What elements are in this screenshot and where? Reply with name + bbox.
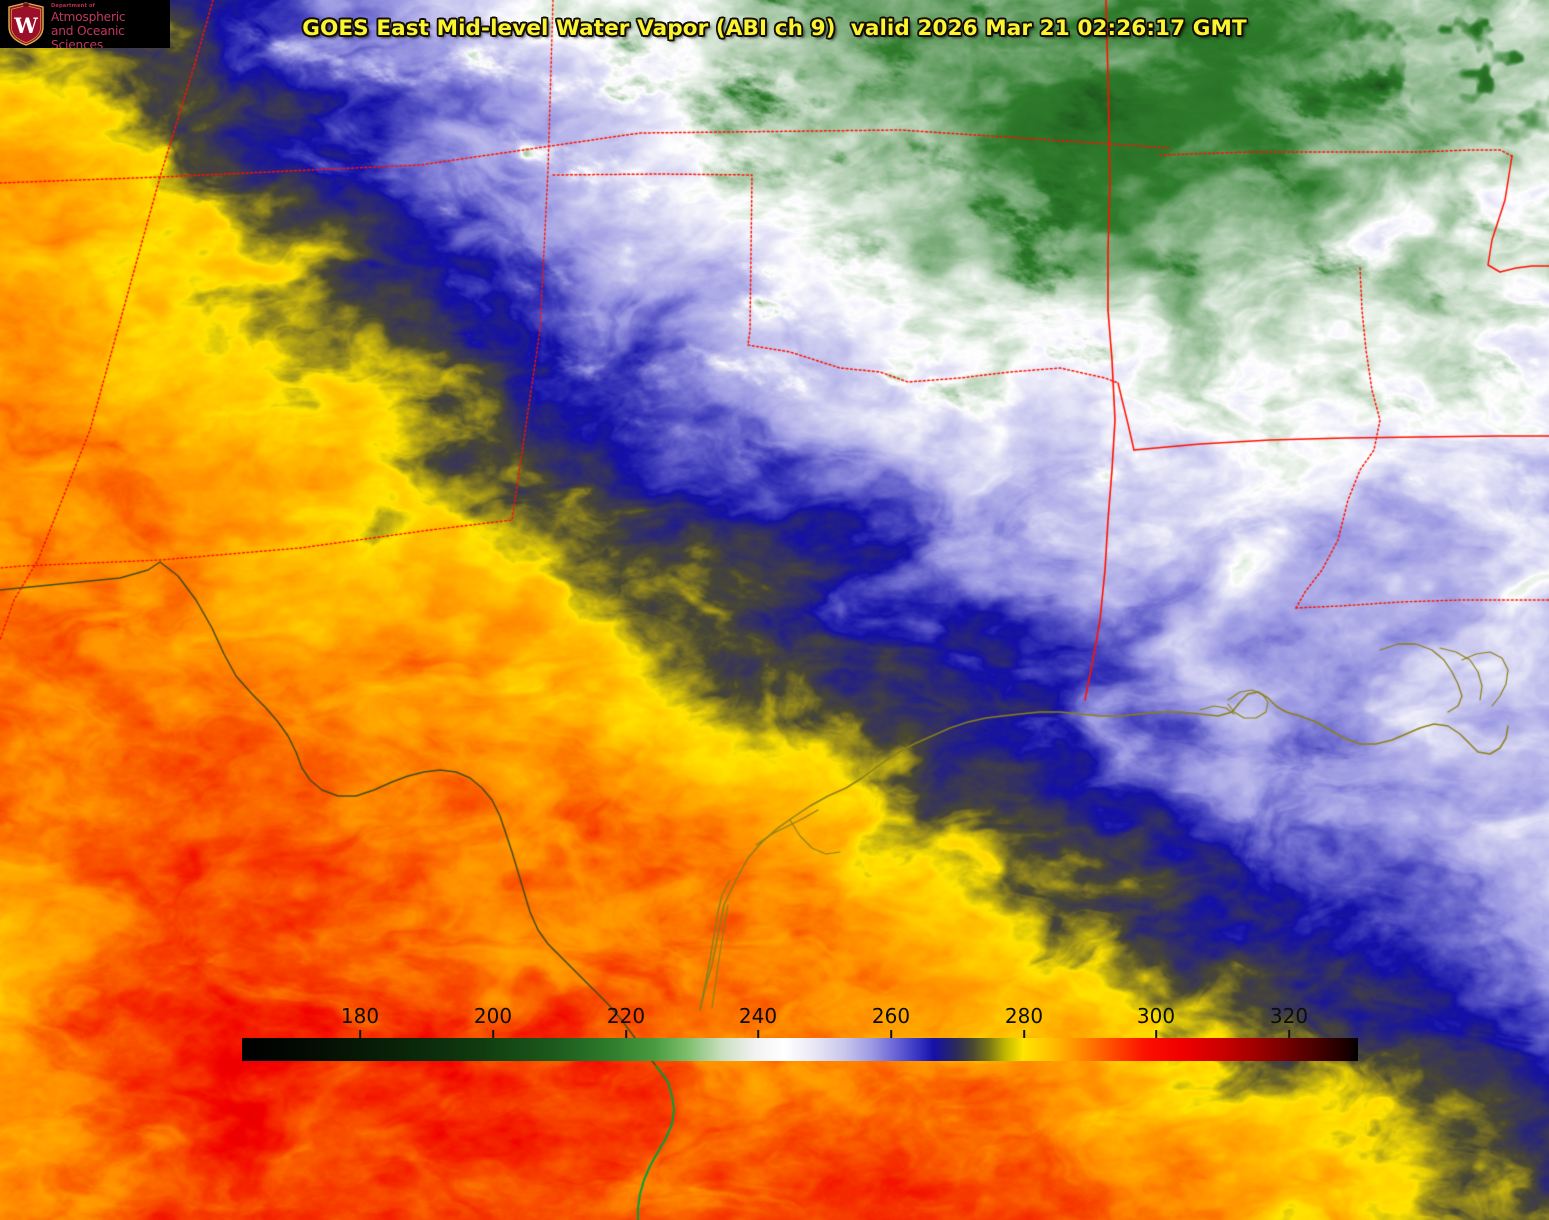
colorbar-label-300: 300 [1136,1004,1176,1028]
colorbar-label-180: 180 [340,1004,380,1028]
colorbar-tick-180 [359,1030,361,1038]
logo-text-block: Department of Atmospheric and Oceanic Sc… [51,3,169,48]
colorbar-label-280: 280 [1004,1004,1044,1028]
colorbar-tick-300 [1155,1030,1157,1038]
colorbar-tick-200 [492,1030,494,1038]
colorbar-tick-240 [757,1030,759,1038]
uw-crest-icon: W [8,2,44,46]
colorbar-tick-220 [625,1030,627,1038]
colorbar-label-220: 220 [606,1004,646,1028]
logo-line-oceanic: and Oceanic Sciences [51,23,125,48]
colorbar-label-200: 200 [473,1004,513,1028]
logo-department-line: Department of [51,3,95,9]
colorbar-label-320: 320 [1269,1004,1309,1028]
colorbar-tick-280 [1023,1030,1025,1038]
colorbar-label-240: 240 [738,1004,778,1028]
colorbar-tick-260 [890,1030,892,1038]
colorbar-tick-320 [1288,1030,1290,1038]
colorbar-label-260: 260 [871,1004,911,1028]
colorbar-gradient [242,1038,1358,1061]
uw-aos-logo: W Department of Atmospheric and Oceanic … [0,0,170,48]
svg-text:W: W [13,13,38,38]
colorbar: 180 200 220 240 260 280 300 320 [242,1004,1358,1061]
colorbar-tick-marks [242,1030,1358,1038]
logo-line-atmospheric: Atmospheric [51,9,126,24]
colorbar-tick-labels: 180 200 220 240 260 280 300 320 [242,1004,1358,1030]
